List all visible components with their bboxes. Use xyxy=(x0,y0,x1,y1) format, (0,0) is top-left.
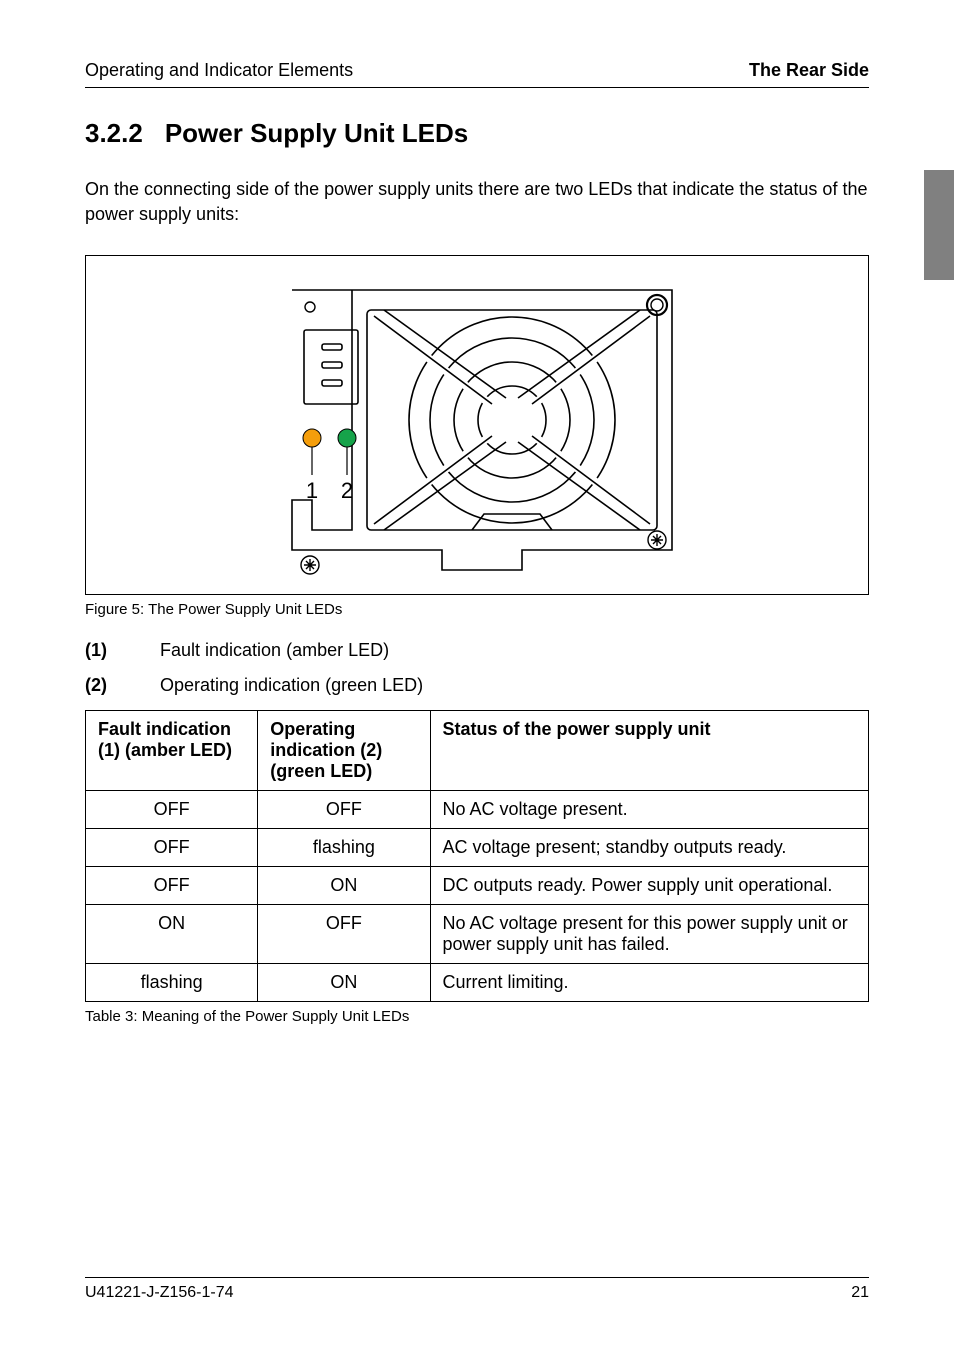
callout-2: 2 xyxy=(341,478,353,503)
legend-key: (1) xyxy=(85,640,160,661)
cell: OFF xyxy=(258,791,430,829)
led-green xyxy=(338,429,356,447)
legend-text: Operating indication (green LED) xyxy=(160,675,423,696)
table-row: OFF flashing AC voltage present; standby… xyxy=(86,829,869,867)
cell: ON xyxy=(86,905,258,964)
cell: No AC voltage present. xyxy=(430,791,869,829)
header-left: Operating and Indicator Elements xyxy=(85,60,353,81)
section-heading: 3.2.2 Power Supply Unit LEDs xyxy=(85,118,869,149)
psu-diagram: 1 2 xyxy=(104,270,850,580)
led-amber xyxy=(303,429,321,447)
cell: Current limiting. xyxy=(430,964,869,1002)
th-fault: Fault indication (1) (amber LED) xyxy=(86,711,258,791)
page-header: Operating and Indicator Elements The Rea… xyxy=(85,60,869,88)
cell: ON xyxy=(258,867,430,905)
legend-text: Fault indication (amber LED) xyxy=(160,640,389,661)
table-row: OFF OFF No AC voltage present. xyxy=(86,791,869,829)
table-row: ON OFF No AC voltage present for this po… xyxy=(86,905,869,964)
status-table: Fault indication (1) (amber LED) Operati… xyxy=(85,710,869,1002)
cell: OFF xyxy=(86,867,258,905)
th-status: Status of the power supply unit xyxy=(430,711,869,791)
table-row: flashing ON Current limiting. xyxy=(86,964,869,1002)
intro-paragraph: On the connecting side of the power supp… xyxy=(85,177,869,227)
page-footer: U41221-J-Z156-1-74 21 xyxy=(85,1277,869,1302)
legend-key: (2) xyxy=(85,675,160,696)
cell: AC voltage present; standby outputs read… xyxy=(430,829,869,867)
cell: flashing xyxy=(86,964,258,1002)
footer-right: 21 xyxy=(851,1284,869,1302)
legend-row-2: (2) Operating indication (green LED) xyxy=(85,675,869,696)
cell: No AC voltage present for this power sup… xyxy=(430,905,869,964)
cell: DC outputs ready. Power supply unit oper… xyxy=(430,867,869,905)
th-operating: Operating indication (2) (green LED) xyxy=(258,711,430,791)
thumb-tab xyxy=(924,170,954,280)
cell: OFF xyxy=(86,791,258,829)
cell: OFF xyxy=(258,905,430,964)
figure-box: 1 2 xyxy=(85,255,869,595)
table-row: OFF ON DC outputs ready. Power supply un… xyxy=(86,867,869,905)
cell: flashing xyxy=(258,829,430,867)
footer-left: U41221-J-Z156-1-74 xyxy=(85,1284,234,1302)
figure-caption: Figure 5: The Power Supply Unit LEDs xyxy=(85,601,869,618)
header-right: The Rear Side xyxy=(749,60,869,81)
section-title: Power Supply Unit LEDs xyxy=(165,118,468,148)
callout-1: 1 xyxy=(306,478,318,503)
cell: OFF xyxy=(86,829,258,867)
table-header-row: Fault indication (1) (amber LED) Operati… xyxy=(86,711,869,791)
status-table-wrap: Fault indication (1) (amber LED) Operati… xyxy=(85,710,869,1025)
page: Operating and Indicator Elements The Rea… xyxy=(0,0,954,1352)
section-number: 3.2.2 xyxy=(85,118,143,148)
table-caption: Table 3: Meaning of the Power Supply Uni… xyxy=(85,1008,869,1025)
legend-row-1: (1) Fault indication (amber LED) xyxy=(85,640,869,661)
cell: ON xyxy=(258,964,430,1002)
